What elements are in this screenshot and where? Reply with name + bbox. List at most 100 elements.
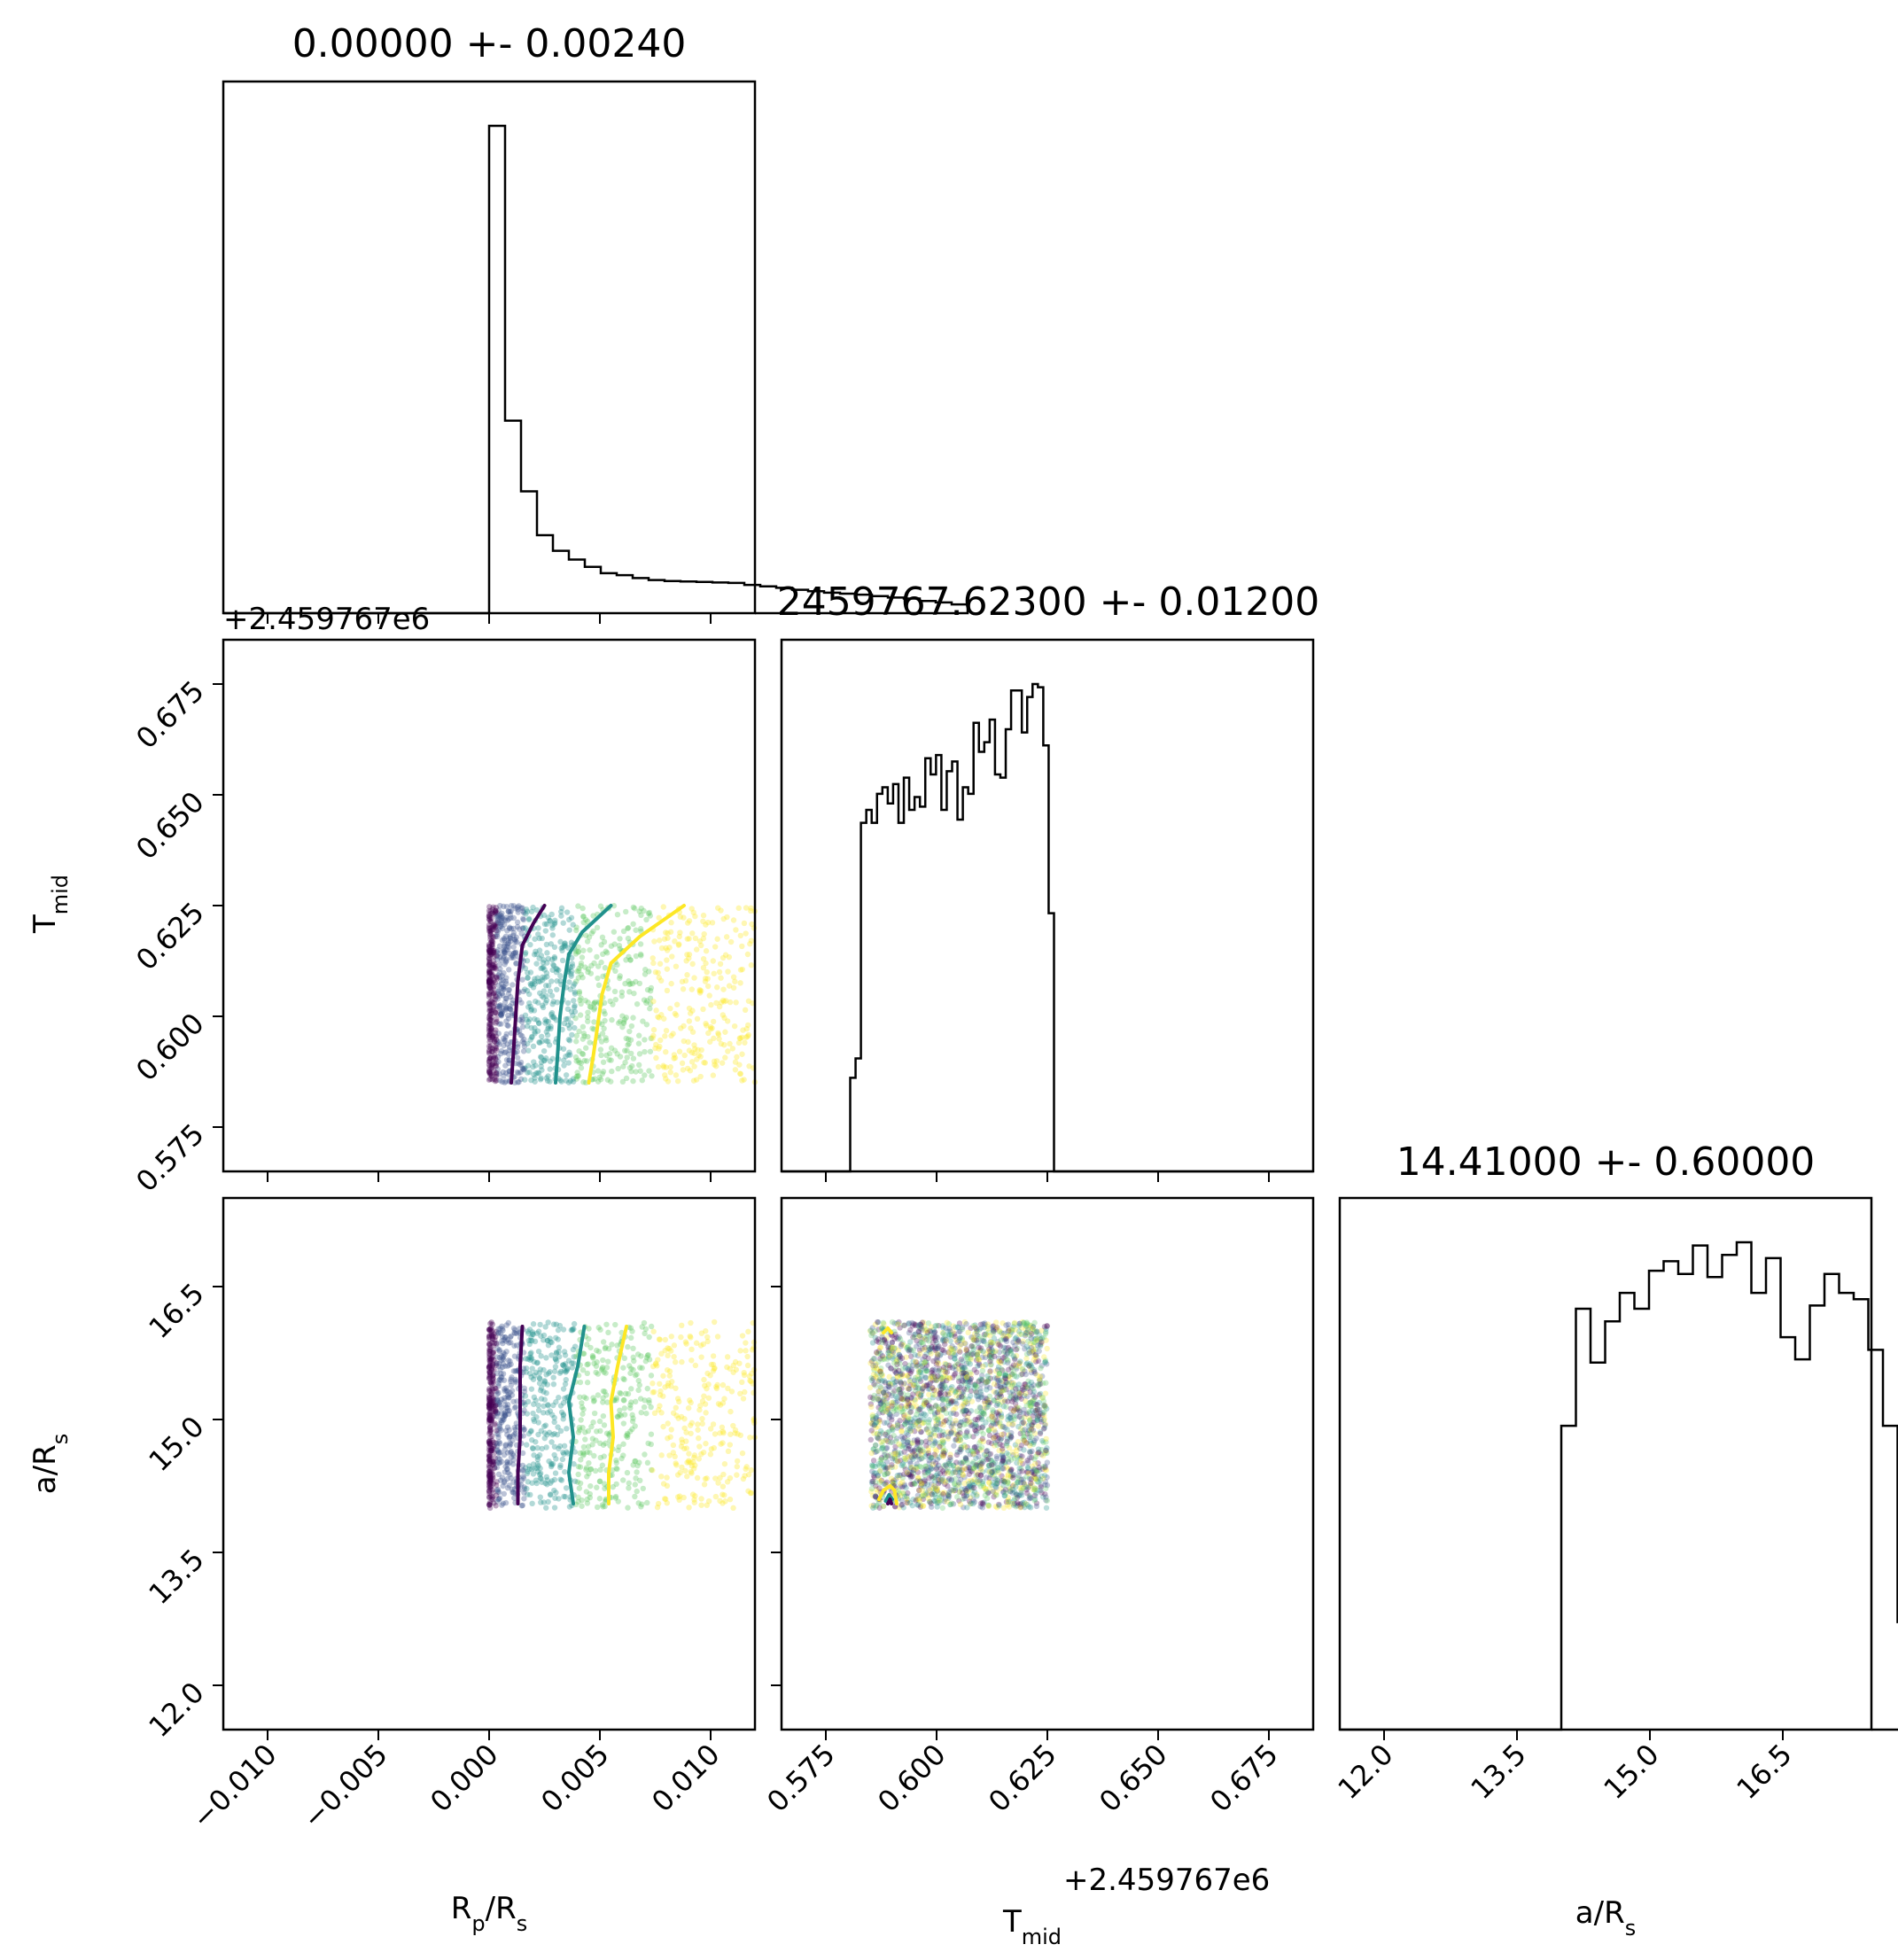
scatter-point <box>508 1441 514 1448</box>
scatter-point <box>597 1466 603 1474</box>
scatter-point <box>564 1449 570 1455</box>
scatter-point <box>495 1038 502 1046</box>
scatter-point <box>694 1015 701 1023</box>
scatter-point <box>512 1368 518 1374</box>
scatter-point <box>721 999 727 1005</box>
scatter-point <box>524 958 531 964</box>
scatter-point <box>977 1376 984 1382</box>
scatter-point <box>602 965 609 971</box>
scatter-point <box>529 1480 535 1486</box>
scatter-point <box>503 958 510 964</box>
scatter-point <box>664 1500 670 1506</box>
scatter-point <box>492 1337 498 1343</box>
scatter-point <box>733 927 739 933</box>
scatter-point <box>491 1036 497 1042</box>
scatter-point <box>628 1399 634 1405</box>
scatter-point <box>626 953 632 960</box>
scatter-point <box>506 925 513 932</box>
scatter-point <box>486 961 493 968</box>
scatter-point <box>486 1404 493 1411</box>
scatter-point <box>1039 1410 1046 1416</box>
scatter-point <box>541 1057 548 1063</box>
scatter-point <box>486 980 493 986</box>
scatter-point <box>487 1016 494 1023</box>
scatter-point <box>495 988 502 995</box>
scatter-point <box>690 909 696 916</box>
scatter-point <box>690 1077 697 1084</box>
scatter-point <box>489 1437 495 1444</box>
scatter-point <box>489 1433 495 1440</box>
scatter-point <box>490 1439 497 1446</box>
scatter-point <box>729 1046 736 1052</box>
scatter-point <box>633 953 640 960</box>
scatter-point <box>506 1407 513 1414</box>
scatter-point <box>632 1423 638 1429</box>
scatter-point <box>694 1056 700 1062</box>
scatter-point <box>506 967 512 973</box>
scatter-point <box>906 1321 912 1327</box>
scatter-point <box>498 981 505 987</box>
scatter-point <box>526 1463 533 1469</box>
scatter-point <box>1024 1490 1031 1497</box>
scatter-point <box>486 1342 493 1348</box>
scatter-point <box>906 1386 912 1392</box>
scatter-point <box>519 1467 525 1474</box>
scatter-point <box>706 992 712 999</box>
scatter-point <box>487 937 494 943</box>
scatter-point <box>488 1014 494 1021</box>
scatter-point <box>486 1026 493 1032</box>
scatter-point <box>516 1078 522 1085</box>
scatter-point <box>660 1373 666 1379</box>
scatter-point <box>884 1438 891 1445</box>
scatter-point <box>548 978 555 984</box>
scatter-point <box>612 968 618 975</box>
scatter-point <box>985 1329 992 1335</box>
scatter-point <box>486 1043 493 1050</box>
scatter-point <box>490 1372 496 1378</box>
scatter-point <box>530 1321 537 1327</box>
scatter-point <box>664 1482 671 1489</box>
scatter-point <box>493 1044 499 1050</box>
scatter-point <box>493 974 500 980</box>
scatter-point <box>529 1365 535 1372</box>
scatter-point <box>493 1402 499 1409</box>
scatter-point <box>600 1442 607 1448</box>
scatter-point <box>979 1424 985 1431</box>
scatter-point <box>510 1489 516 1496</box>
scatter-point <box>587 970 595 976</box>
scatter-point <box>487 1007 494 1014</box>
scatter-point <box>637 941 644 947</box>
scatter-point <box>551 1443 558 1450</box>
scatter-point <box>521 1486 528 1492</box>
scatter-point <box>646 1397 652 1404</box>
scatter-point <box>494 1447 501 1453</box>
scatter-point <box>486 1326 493 1333</box>
scatter-point <box>1013 1406 1020 1412</box>
scatter-point <box>511 1353 518 1359</box>
scatter-point <box>551 1487 557 1494</box>
scatter-point <box>902 1421 908 1427</box>
scatter-point <box>488 915 494 922</box>
scatter-point <box>491 949 497 956</box>
scatter-point <box>568 914 575 921</box>
scatter-point <box>698 1330 705 1336</box>
scatter-point <box>487 1070 494 1077</box>
scatter-point <box>521 1489 527 1496</box>
scatter-point <box>727 938 735 945</box>
scatter-point <box>590 1398 597 1404</box>
scatter-point <box>1031 1357 1037 1364</box>
scatter-point <box>1025 1465 1031 1472</box>
scatter-point <box>690 1454 697 1461</box>
scatter-point <box>503 1018 510 1024</box>
scatter-point <box>502 1412 508 1419</box>
scatter-point <box>546 1458 552 1465</box>
scatter-point <box>557 1462 564 1468</box>
scatter-point <box>630 904 637 911</box>
scatter-point <box>721 1396 727 1402</box>
scatter-point <box>487 931 494 938</box>
scatter-point <box>687 1010 694 1016</box>
scatter-point <box>660 904 666 910</box>
scatter-point <box>486 1425 494 1431</box>
scatter-point <box>614 1466 620 1473</box>
scatter-point <box>537 1470 544 1476</box>
